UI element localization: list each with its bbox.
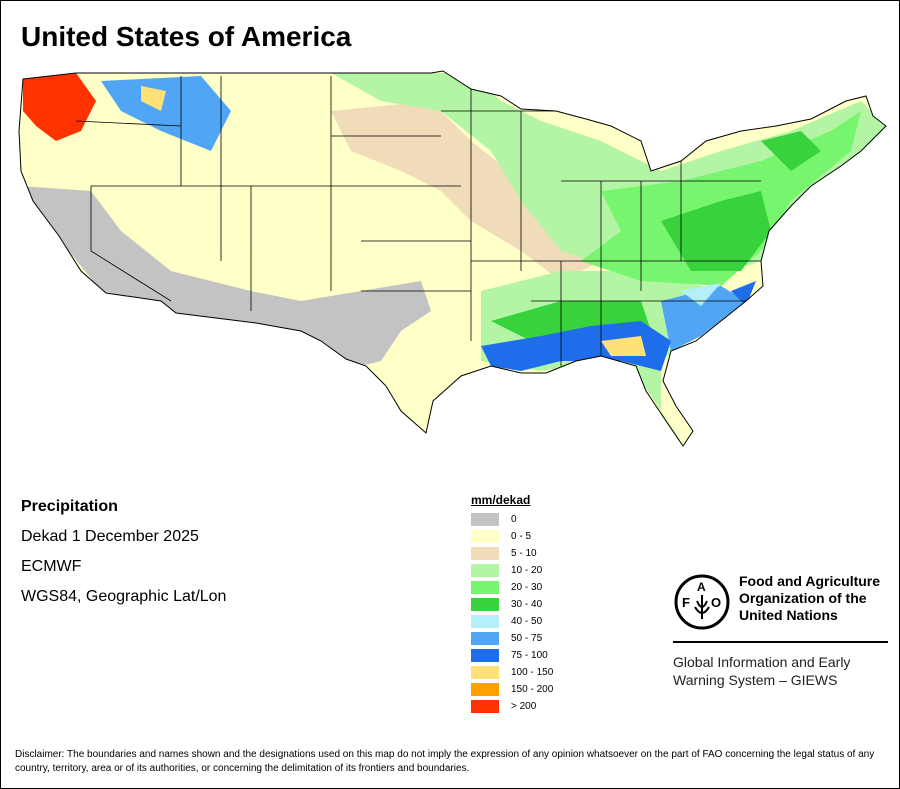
disclaimer: Disclaimer: The boundaries and names sho… — [15, 749, 875, 774]
svg-text:F: F — [682, 595, 690, 610]
legend-label: 30 - 40 — [511, 599, 543, 610]
legend-item: 0 — [471, 511, 553, 528]
legend-label: > 200 — [511, 701, 537, 712]
legend-swatch — [471, 547, 499, 560]
legend-label: 20 - 30 — [511, 582, 543, 593]
legend-swatch — [471, 649, 499, 662]
giews-line: Warning System – GIEWS — [673, 672, 838, 688]
legend-label: 5 - 10 — [511, 548, 537, 559]
zone-75-100 — [481, 281, 756, 371]
giews-line: Global Information and Early — [673, 654, 851, 670]
fao-name-line: Food and Agriculture — [739, 573, 881, 589]
legend-swatch — [471, 598, 499, 611]
legend-title: mm/dekad — [471, 493, 531, 507]
legend-label: 100 - 150 — [511, 667, 554, 678]
precipitation-fields — [21, 73, 886, 441]
legend-swatch — [471, 513, 499, 526]
map-title: United States of America — [21, 21, 352, 52]
legend-label: 50 - 75 — [511, 633, 543, 644]
legend-label: 0 — [511, 514, 517, 525]
svg-text:O: O — [711, 595, 721, 610]
legend-item: 100 - 150 — [471, 664, 553, 681]
fao-name: Food and Agriculture Organization of the… — [739, 573, 899, 624]
legend-swatch — [471, 564, 499, 577]
projection-label: WGS84, Geographic Lat/Lon — [21, 588, 227, 605]
legend-swatch — [471, 615, 499, 628]
variable-label: Precipitation — [21, 498, 118, 515]
legend: mm/dekad 0 0 - 5 5 - 10 10 - 20 20 - 30 30 - … — [471, 493, 553, 715]
legend-item: 0 - 5 — [471, 528, 553, 545]
legend-item: 75 - 100 — [471, 647, 553, 664]
legend-swatch — [471, 666, 499, 679]
legend-item: 30 - 40 — [471, 596, 553, 613]
divider — [673, 641, 888, 643]
legend-item: 50 - 75 — [471, 630, 553, 647]
zone-0mm-southwest — [21, 186, 431, 371]
legend-swatch — [471, 581, 499, 594]
legend-swatch — [471, 700, 499, 713]
svg-text:A: A — [697, 580, 706, 594]
legend-item: 5 - 10 — [471, 545, 553, 562]
zone-5-10-plains — [331, 101, 601, 281]
state-boundaries — [75, 73, 761, 366]
precipitation-map — [18, 70, 887, 447]
legend-label: 40 - 50 — [511, 616, 543, 627]
giews-label: Global Information and Early Warning Sys… — [673, 653, 889, 689]
legend-swatch — [471, 530, 499, 543]
legend-item: > 200 — [471, 698, 553, 715]
period-label: Dekad 1 December 2025 — [21, 528, 199, 545]
legend-label: 150 - 200 — [511, 684, 554, 695]
legend-item: 10 - 20 — [471, 562, 553, 579]
source-label: ECMWF — [21, 558, 82, 575]
legend-item: 150 - 200 — [471, 681, 553, 698]
legend-item: 40 - 50 — [471, 613, 553, 630]
zone-40-50 — [681, 283, 721, 306]
zone-50-75 — [101, 76, 746, 351]
legend-label: 75 - 100 — [511, 650, 548, 661]
legend-label: 0 - 5 — [511, 531, 532, 542]
legend-swatch — [471, 632, 499, 645]
zone-over-200 — [23, 73, 96, 141]
fao-logo-icon: F A O — [674, 574, 730, 630]
zone-30-40 — [491, 131, 821, 346]
legend-swatch — [471, 683, 499, 696]
fao-name-line: United Nations — [739, 607, 838, 623]
legend-item: 20 - 30 — [471, 579, 553, 596]
legend-label: 10 - 20 — [511, 565, 543, 576]
fao-name-line: Organization of the — [739, 590, 867, 606]
